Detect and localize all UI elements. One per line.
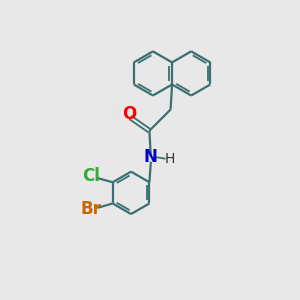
Text: N: N [144,148,158,166]
Text: H: H [165,152,175,166]
Text: O: O [122,105,136,123]
Text: Cl: Cl [82,167,100,185]
Text: Br: Br [80,200,101,218]
